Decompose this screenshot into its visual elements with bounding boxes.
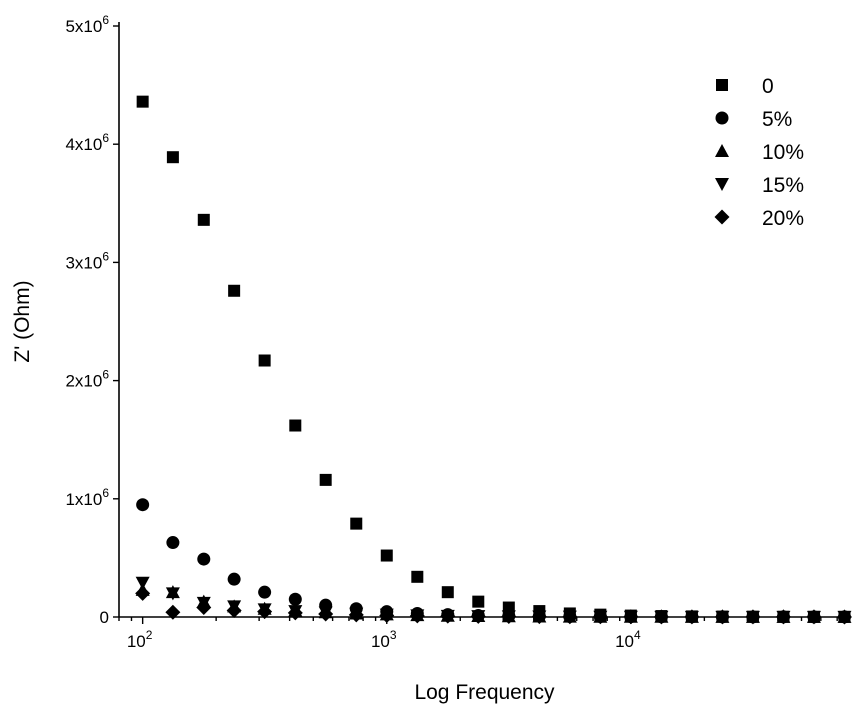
data-point [441,586,454,599]
data-point [196,594,211,608]
legend-label: 5% [762,108,792,131]
data-point [165,585,180,599]
data-point [258,585,272,599]
data-point [441,608,455,622]
data-point [228,284,241,297]
data-point [318,605,333,619]
data-point [350,517,363,530]
data-point [288,592,302,606]
legend-label: 15% [762,174,804,197]
data-point [594,608,607,621]
legend-item: 0 [716,75,774,98]
data-point [258,354,271,367]
y-tick-label: 1x106 [65,486,109,509]
legend-marker [715,111,729,125]
data-point [716,610,729,623]
data-point [563,607,576,620]
y-tick-label: 0 [100,608,109,627]
x-tick-label: 104 [615,628,641,651]
data-point [410,606,424,620]
legend-item: 20% [714,207,804,230]
data-point [135,582,150,596]
x-tick-label: 102 [127,628,153,651]
legend-marker [714,209,730,225]
data-point [380,605,394,619]
data-point [165,604,181,620]
legend-marker [715,144,729,157]
data-point [227,599,242,613]
data-point [227,572,241,586]
y-axis-title: Z' (Ohm) [11,280,34,362]
data-point [471,608,485,622]
data-point [197,213,210,226]
legend-item: 5% [715,108,792,131]
data-point [380,549,393,562]
data-point [533,605,546,618]
data-point [685,610,698,623]
data-point [624,609,637,622]
data-point [472,595,485,608]
plot-area [118,22,850,618]
legend-item: 15% [715,174,804,197]
data-point [319,473,332,486]
data-point [746,610,759,623]
x-axis-title: Log Frequency [414,681,555,704]
data-point [288,603,303,617]
data-point [349,602,363,616]
data-point [411,570,424,583]
legend-marker [715,178,729,191]
tick-labels: 0 1x106 2x106 3x106 4x106 5x106 102 103 104 [65,13,641,651]
x-tick-label: 103 [371,628,397,651]
data-point [166,151,179,164]
data-point [807,610,820,623]
data-point [319,598,333,612]
legend: 0 5% 10% 15% 20% [714,75,804,230]
legend-marker [716,79,728,91]
series-square [136,95,851,623]
data-point [655,610,668,623]
data-point [502,601,515,614]
data-point [289,419,302,432]
y-tick-label: 3x106 [65,249,109,272]
y-tick-label: 2x106 [65,368,109,391]
legend-label: 10% [762,141,804,164]
legend-label: 0 [762,75,774,98]
data-points [135,95,852,625]
data-point [166,536,180,550]
series-circle [136,498,851,624]
data-point [838,610,851,623]
series-diamond [135,585,852,625]
y-tick-label: 5x106 [65,13,109,36]
axis-ticks [113,25,838,624]
legend-item: 10% [715,141,804,164]
data-point [257,601,272,615]
data-point [136,498,150,512]
legend-label: 20% [762,207,804,230]
data-point [777,610,790,623]
data-point [136,95,149,108]
y-tick-label: 4x106 [65,131,109,154]
data-point [197,552,211,566]
